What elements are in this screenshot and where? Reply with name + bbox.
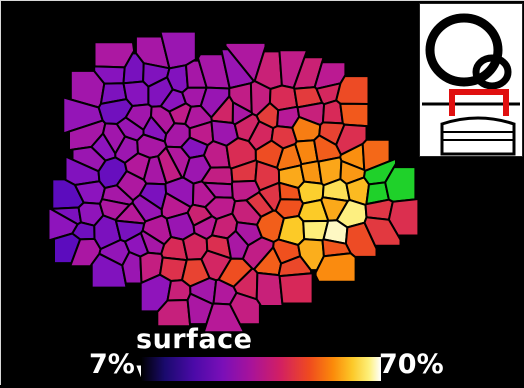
cell [166,279,192,302]
cell [278,272,314,305]
cell [339,102,370,128]
microscope-objective-icon [422,13,520,156]
colorbar-min-label: 7% [89,349,135,380]
colorbar-gradient [141,357,381,381]
microscope-schematic-inset [419,3,523,157]
cell [229,291,261,326]
colorbar-max-label: 70% [379,349,444,380]
cell [363,216,402,247]
cell [314,252,357,283]
cell [255,271,284,307]
